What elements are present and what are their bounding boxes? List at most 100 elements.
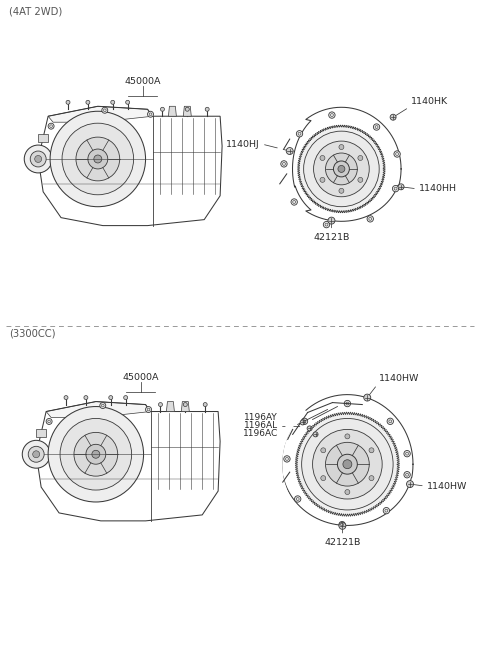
Circle shape	[387, 418, 394, 424]
Circle shape	[281, 160, 287, 167]
Circle shape	[92, 450, 100, 458]
Circle shape	[313, 141, 369, 196]
Circle shape	[338, 166, 345, 172]
Circle shape	[369, 448, 374, 453]
Circle shape	[324, 221, 330, 228]
Circle shape	[185, 107, 189, 111]
Circle shape	[286, 147, 293, 155]
Circle shape	[145, 407, 152, 413]
Circle shape	[124, 396, 128, 400]
Circle shape	[329, 112, 335, 119]
Polygon shape	[167, 402, 174, 411]
Circle shape	[33, 451, 40, 458]
Polygon shape	[36, 430, 46, 438]
Circle shape	[364, 394, 371, 401]
Circle shape	[94, 155, 102, 163]
Circle shape	[313, 432, 318, 437]
Circle shape	[393, 185, 399, 192]
Circle shape	[373, 124, 380, 130]
Polygon shape	[181, 402, 189, 411]
Circle shape	[28, 446, 44, 462]
Circle shape	[339, 521, 345, 528]
Circle shape	[369, 476, 374, 481]
Circle shape	[46, 419, 52, 424]
Circle shape	[300, 420, 305, 425]
Circle shape	[88, 149, 108, 169]
Circle shape	[30, 151, 46, 167]
Circle shape	[84, 396, 88, 400]
Circle shape	[325, 153, 357, 185]
Polygon shape	[168, 106, 176, 116]
Circle shape	[24, 145, 52, 173]
Circle shape	[320, 178, 325, 182]
Circle shape	[76, 137, 120, 181]
Circle shape	[339, 145, 344, 149]
Circle shape	[321, 476, 326, 481]
Circle shape	[358, 178, 363, 182]
Circle shape	[345, 434, 350, 439]
Circle shape	[66, 100, 70, 104]
Circle shape	[339, 188, 344, 193]
Circle shape	[100, 403, 106, 409]
Circle shape	[337, 455, 357, 474]
Circle shape	[284, 456, 290, 462]
Circle shape	[205, 107, 209, 111]
Circle shape	[158, 403, 162, 407]
Text: 42121B: 42121B	[324, 538, 360, 547]
Circle shape	[407, 481, 413, 487]
Circle shape	[383, 508, 390, 514]
Circle shape	[404, 472, 410, 478]
Circle shape	[86, 444, 106, 464]
Circle shape	[102, 107, 108, 113]
Polygon shape	[46, 402, 151, 417]
Text: 1196AC: 1196AC	[242, 430, 278, 438]
Text: 1140HW: 1140HW	[427, 481, 468, 491]
Circle shape	[304, 131, 379, 207]
Circle shape	[126, 100, 130, 104]
Polygon shape	[183, 106, 192, 116]
Circle shape	[321, 448, 326, 453]
Circle shape	[147, 111, 154, 117]
Circle shape	[344, 400, 350, 407]
Text: 1140HK: 1140HK	[411, 98, 448, 106]
Circle shape	[296, 130, 303, 137]
Text: 1196AL: 1196AL	[244, 421, 278, 430]
Circle shape	[48, 123, 54, 129]
Circle shape	[111, 100, 115, 104]
Polygon shape	[295, 412, 399, 516]
Circle shape	[301, 419, 393, 510]
Circle shape	[312, 430, 382, 499]
Circle shape	[404, 451, 410, 457]
Text: 1140HH: 1140HH	[419, 184, 457, 193]
Circle shape	[339, 523, 346, 529]
Circle shape	[307, 426, 312, 431]
Circle shape	[295, 496, 301, 502]
Circle shape	[334, 161, 349, 177]
Circle shape	[183, 403, 187, 407]
Text: 1140HW: 1140HW	[379, 374, 420, 383]
Circle shape	[398, 184, 404, 190]
Circle shape	[390, 114, 396, 121]
Circle shape	[35, 155, 42, 162]
Circle shape	[367, 215, 373, 222]
Text: 45000A: 45000A	[122, 373, 159, 382]
Circle shape	[62, 123, 133, 195]
Circle shape	[74, 432, 118, 476]
Circle shape	[328, 217, 335, 224]
Circle shape	[60, 419, 132, 490]
Circle shape	[203, 403, 207, 407]
Circle shape	[358, 155, 363, 160]
Circle shape	[50, 111, 145, 207]
Polygon shape	[298, 125, 385, 213]
Text: 42121B: 42121B	[313, 233, 349, 242]
Polygon shape	[48, 106, 153, 122]
Circle shape	[48, 407, 144, 502]
Circle shape	[394, 151, 400, 157]
Circle shape	[64, 396, 68, 400]
Text: (4AT 2WD): (4AT 2WD)	[9, 7, 62, 17]
Circle shape	[320, 155, 325, 160]
Circle shape	[86, 100, 90, 104]
Circle shape	[160, 107, 165, 111]
Text: (3300CC): (3300CC)	[9, 329, 56, 339]
Circle shape	[343, 460, 352, 469]
